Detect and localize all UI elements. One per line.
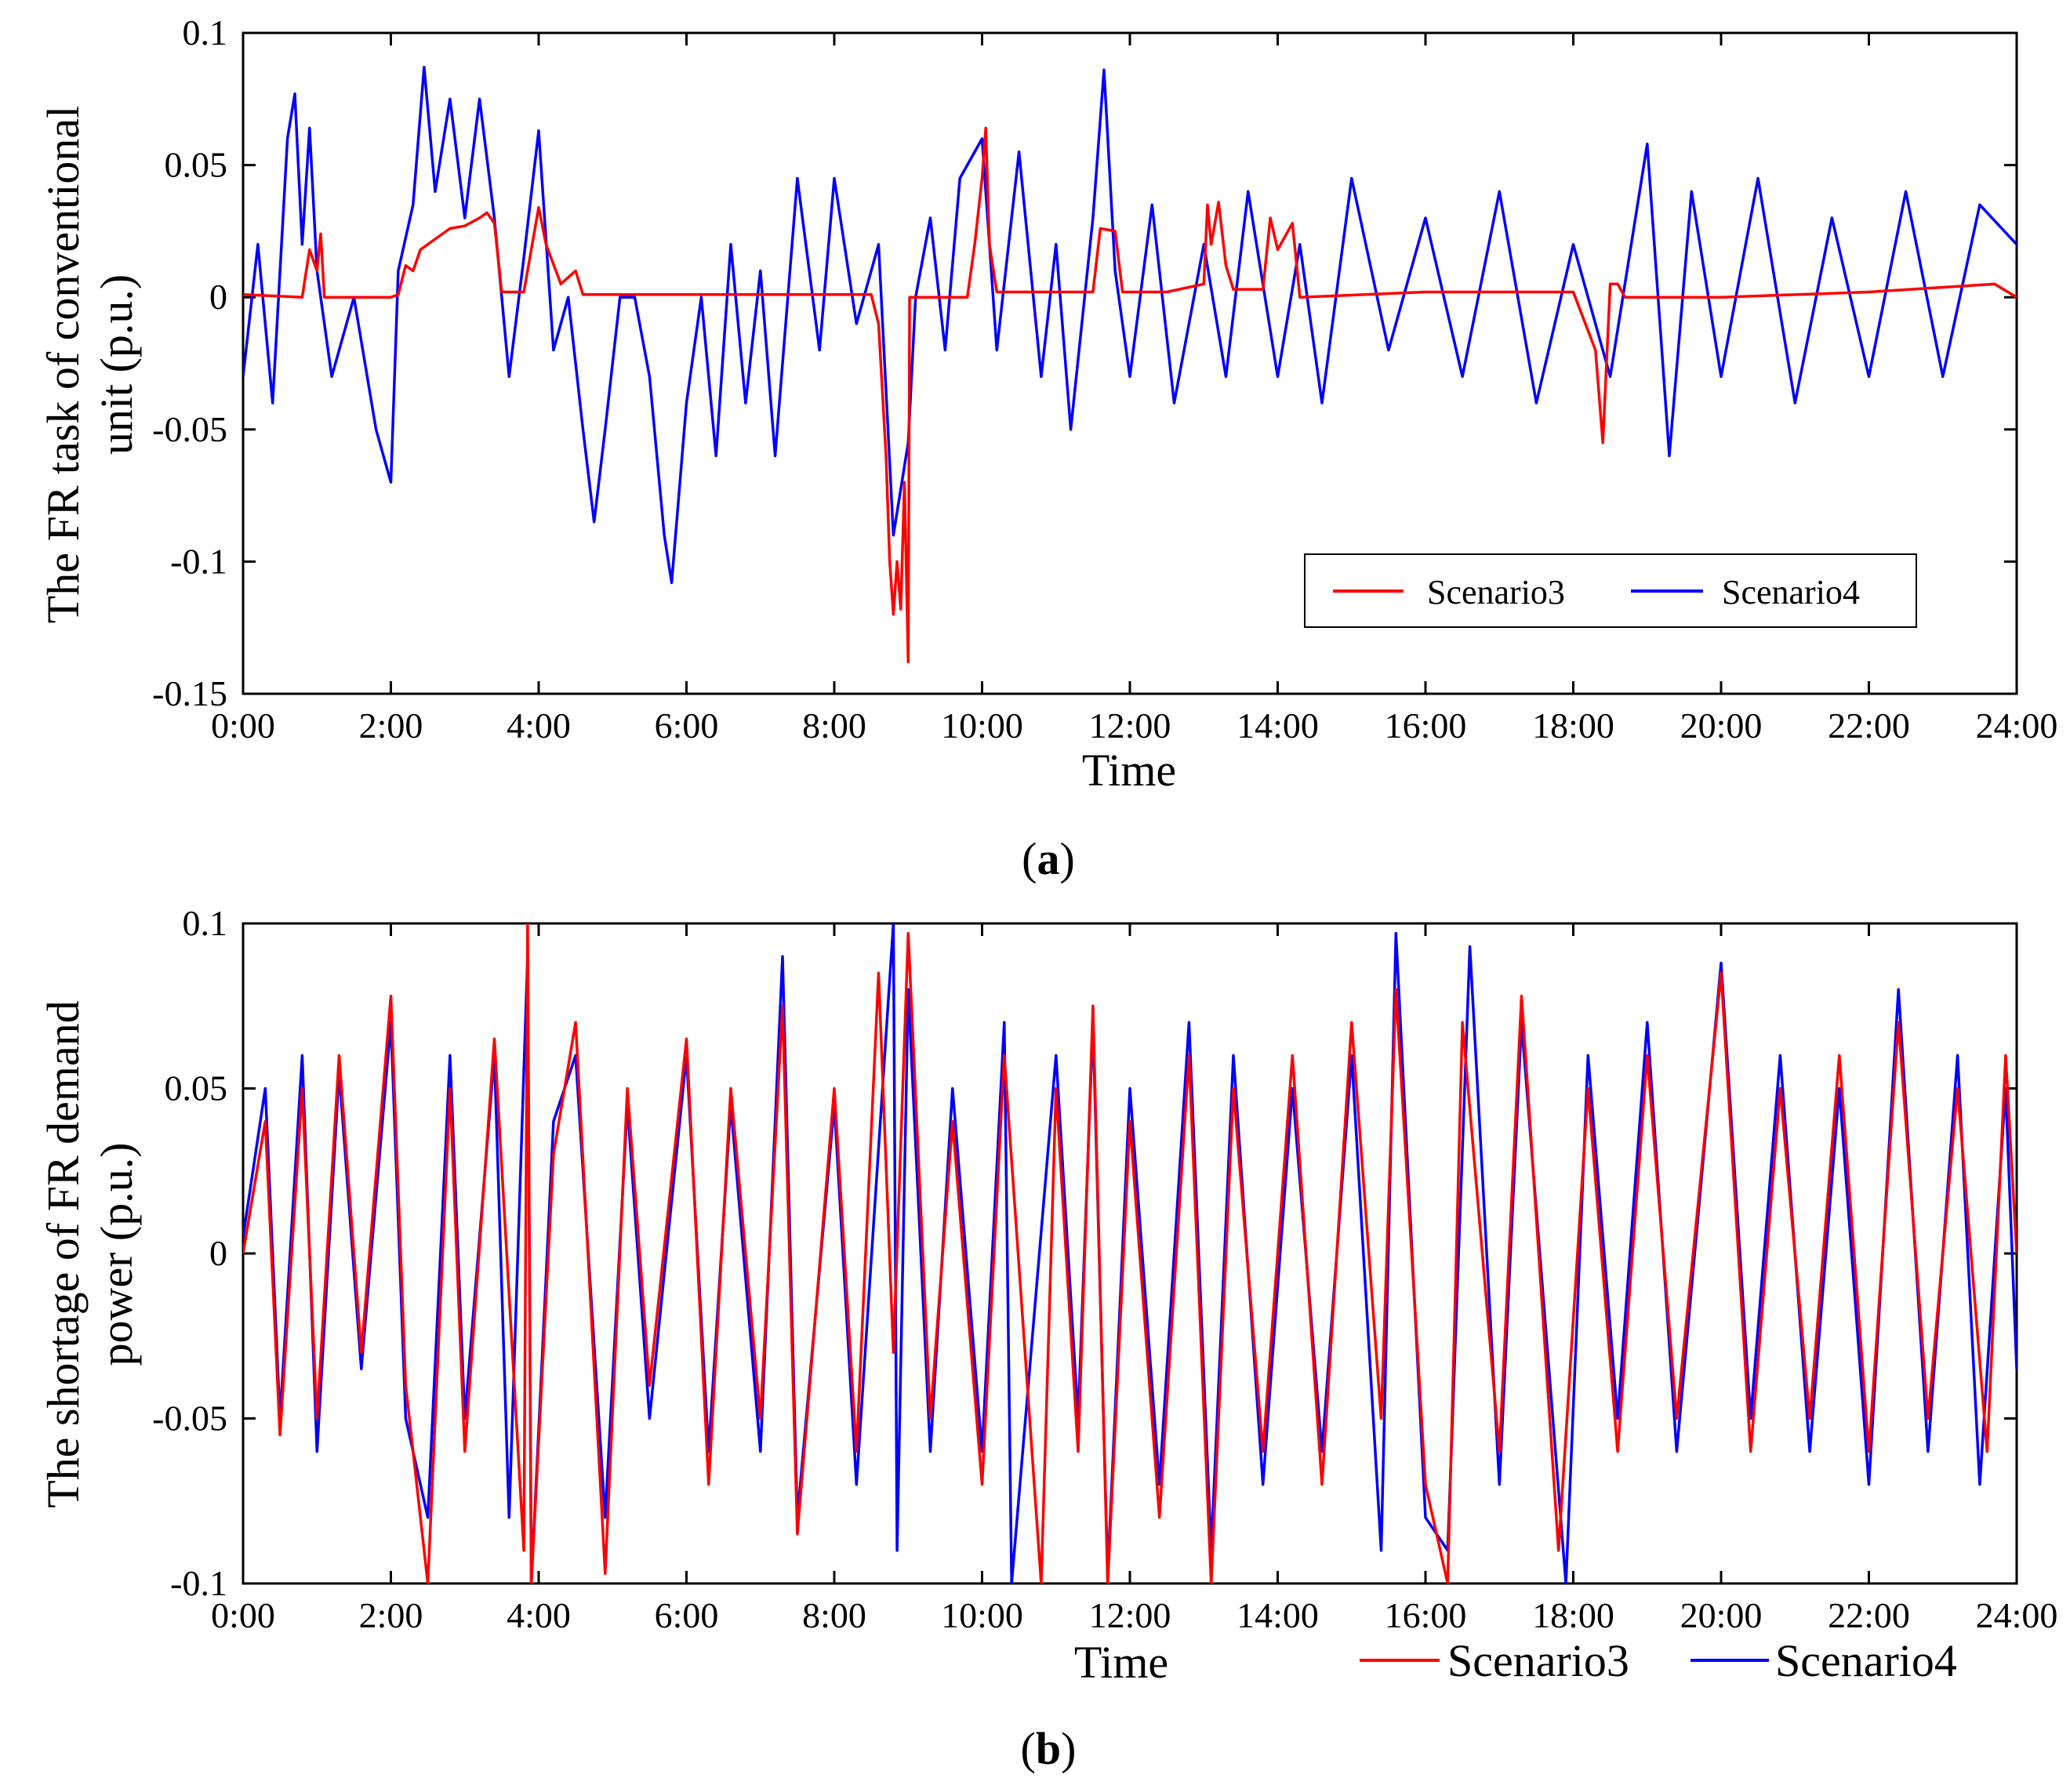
panel-a-xtick-label: 16:00 xyxy=(1385,706,1467,745)
panel-a-ytick-label: 0.1 xyxy=(183,13,228,53)
panel-a-xtick-label: 22:00 xyxy=(1828,706,1910,745)
panel-a-label-close-paren: ) xyxy=(1060,833,1075,884)
panel-b-label-letter: b xyxy=(1036,1723,1061,1774)
panel-a-legend: Scenario3 Scenario4 xyxy=(1304,553,1917,628)
panel-b-ylabel-line1: The shortage of FR demand xyxy=(38,1000,89,1508)
panel-a-xtick-label: 6:00 xyxy=(655,706,719,745)
panel-b-ylabel-line2: power (p.u.) xyxy=(91,1142,142,1366)
panel-b-series xyxy=(243,923,2017,1583)
panel-a-xtick-label: 14:00 xyxy=(1237,706,1319,745)
panel-b-legend-label-scenario3: Scenario3 xyxy=(1447,1635,1629,1686)
panel-b-ticks: 0:00 2:00 4:00 6:00 8:00 10:00 12:00 14:00 16:00… xyxy=(152,903,2057,1635)
panel-a-ticks: 0:00 2:00 4:00 6:00 8:00 10:00 12:00 14:00 16:00… xyxy=(152,13,2057,745)
panel-a-series-scenario3 xyxy=(243,126,2017,664)
panel-b-ytick-label: 0.1 xyxy=(183,903,228,943)
panel-a-label-letter: a xyxy=(1037,833,1060,884)
panel-b-xtick-label: 0:00 xyxy=(211,1595,275,1635)
panel-a-xtick-label: 10:00 xyxy=(941,706,1023,745)
panel-b-xtick-label: 20:00 xyxy=(1680,1595,1763,1635)
panel-a-ytick-label: -0.15 xyxy=(152,673,227,713)
panel-a-series-scenario4 xyxy=(243,66,2017,585)
panel-a-ytick-label: 0.05 xyxy=(165,145,228,185)
panel-a-legend-label-scenario3: Scenario3 xyxy=(1427,573,1565,611)
panel-a-legend-box xyxy=(1304,553,1917,628)
panel-a-xtick-label: 4:00 xyxy=(507,706,571,745)
panel-b-xtick-label: 12:00 xyxy=(1089,1595,1171,1635)
panel-b-xtick-label: 10:00 xyxy=(941,1595,1023,1635)
panel-b-xtick-label: 4:00 xyxy=(507,1595,571,1635)
panel-a-series xyxy=(243,66,2017,664)
panel-b-xtick-label: 24:00 xyxy=(1976,1595,2058,1635)
panel-a-xtick-label: 8:00 xyxy=(802,706,866,745)
panel-a-legend-label-scenario4: Scenario4 xyxy=(1722,573,1860,611)
panel-a-xtick-label: 0:00 xyxy=(211,706,275,745)
panel-b-ytick-label: -0.05 xyxy=(152,1398,227,1438)
panel-b-xtick-label: 18:00 xyxy=(1532,1595,1614,1635)
panel-b-series-scenario3 xyxy=(243,923,2017,1583)
panel-b-xtick-label: 6:00 xyxy=(655,1595,719,1635)
panel-b-label-open-paren: ( xyxy=(1021,1723,1036,1774)
panel-a-label: (a) xyxy=(1022,833,1075,884)
panel-b-label-close-paren: ) xyxy=(1061,1723,1076,1774)
panel-a-xtick-label: 20:00 xyxy=(1680,706,1763,745)
panel-b-ytick-label: 0 xyxy=(209,1233,227,1273)
panel-b-xtick-label: 14:00 xyxy=(1237,1595,1319,1635)
panel-a-ytick-label: 0 xyxy=(209,277,227,317)
panel-b-ytick-label: 0.05 xyxy=(165,1068,228,1108)
panel-b-series-scenario4 xyxy=(243,923,2017,1583)
panel-b-xtick-label: 8:00 xyxy=(802,1595,866,1635)
panel-a-label-open-paren: ( xyxy=(1022,833,1037,884)
panel-a-xlabel: Time xyxy=(1082,745,1176,796)
panel-b-legend-label-scenario4: Scenario4 xyxy=(1775,1635,1957,1686)
panel-b-label: (b) xyxy=(1021,1723,1077,1774)
panel-a-xtick-label: 2:00 xyxy=(359,706,423,745)
panel-b-xtick-label: 2:00 xyxy=(359,1595,423,1635)
panel-b-xlabel: Time xyxy=(1074,1637,1168,1688)
panel-b-xtick-label: 16:00 xyxy=(1385,1595,1467,1635)
panel-a-xtick-label: 24:00 xyxy=(1976,706,2058,745)
panel-b-ytick-label: -0.1 xyxy=(170,1563,227,1603)
panel-a-ylabel-line1: The FR task of conventional xyxy=(38,106,89,623)
panel-b-legend: Scenario3 Scenario4 xyxy=(1360,1635,1957,1686)
panel-a-xtick-label: 18:00 xyxy=(1532,706,1614,745)
panel-a-ylabel-line2: unit (p.u.) xyxy=(91,274,142,455)
panel-a-ytick-label: -0.1 xyxy=(170,541,227,581)
panel-a-xtick-label: 12:00 xyxy=(1089,706,1171,745)
panel-a-ytick-label: -0.05 xyxy=(152,409,227,449)
panel-b: 0:00 2:00 4:00 6:00 8:00 10:00 12:00 14:00 16:00… xyxy=(38,903,2057,1774)
panel-a: 0:00 2:00 4:00 6:00 8:00 10:00 12:00 14:00 16:00… xyxy=(38,13,2057,884)
panel-b-xtick-label: 22:00 xyxy=(1828,1595,1910,1635)
